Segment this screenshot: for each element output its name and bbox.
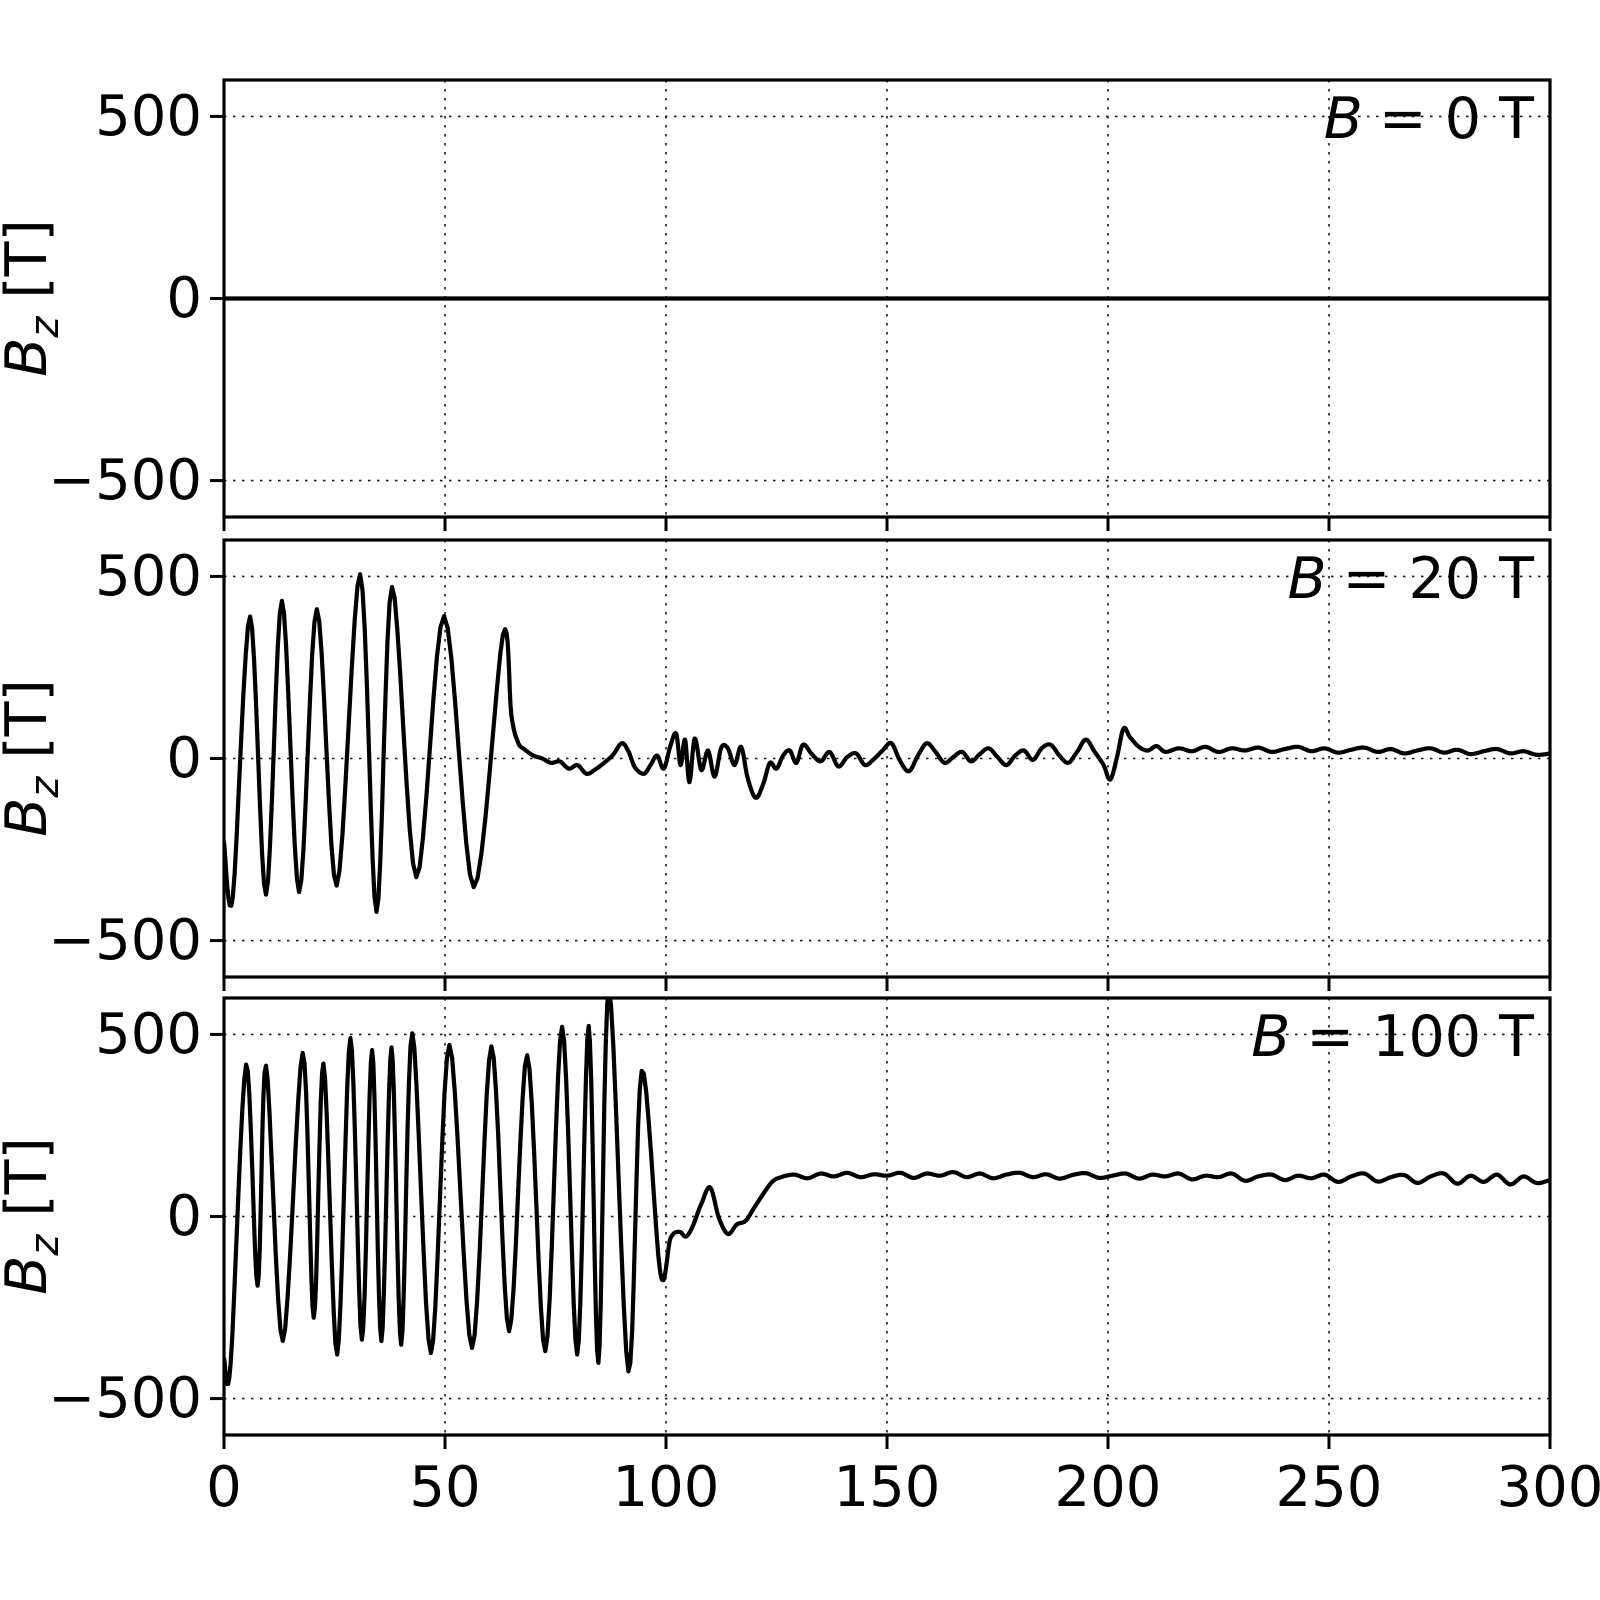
y-axis-tick-label: 500 bbox=[95, 84, 202, 149]
y-axis-tick-label: 500 bbox=[95, 544, 202, 609]
x-axis-tick-label: 50 bbox=[409, 1455, 480, 1520]
y-axis-tick-label: −500 bbox=[48, 448, 202, 513]
y-axis-tick-label: −500 bbox=[48, 1366, 202, 1431]
x-axis-tick-label: 100 bbox=[613, 1455, 720, 1520]
ylabel-unit: [T] bbox=[0, 219, 60, 298]
panel-annotation-b100: B = 100 T bbox=[1251, 1004, 1534, 1070]
line-series bbox=[224, 998, 1550, 1387]
y-axis-tick-label: 0 bbox=[166, 1184, 202, 1249]
ylabel-symbol: B bbox=[0, 1256, 60, 1295]
x-axis-tick-label: 300 bbox=[1497, 1455, 1600, 1520]
x-axis-tick-label: 0 bbox=[206, 1455, 242, 1520]
annotation-symbol: B bbox=[1324, 86, 1363, 152]
panel-annotation-b20: B = 20 T bbox=[1288, 546, 1535, 612]
annotation-value: = 0 T bbox=[1379, 86, 1534, 152]
x-axis-tick-label: 200 bbox=[1055, 1455, 1162, 1520]
line-series bbox=[224, 572, 1550, 914]
annotation-symbol: B bbox=[1288, 546, 1327, 612]
y-axis-label: Bz [T] bbox=[0, 1137, 68, 1294]
y-axis-tick-label: 0 bbox=[166, 266, 202, 331]
axes-frame bbox=[222, 538, 1552, 979]
y-axis-tick-label: 500 bbox=[95, 1002, 202, 1067]
axes-frame bbox=[222, 996, 1552, 1437]
axes-frame bbox=[222, 78, 1552, 519]
ylabel-subscript: z bbox=[22, 776, 68, 799]
plot-panel-b20 bbox=[210, 538, 1552, 991]
plot-panel-b0 bbox=[210, 78, 1552, 531]
y-axis-tick-label: 0 bbox=[166, 726, 202, 791]
ylabel-unit: [T] bbox=[0, 679, 60, 758]
y-axis-tick-label: −500 bbox=[48, 908, 202, 973]
annotation-value: = 100 T bbox=[1306, 1004, 1534, 1070]
x-axis-tick-label: 150 bbox=[834, 1455, 941, 1520]
ylabel-unit: [T] bbox=[0, 1137, 60, 1216]
panel-annotation-b0: B = 0 T bbox=[1324, 86, 1534, 152]
plot-panel-b100 bbox=[210, 996, 1552, 1449]
annotation-value: = 20 T bbox=[1343, 546, 1535, 612]
y-axis-label: Bz [T] bbox=[0, 679, 68, 836]
ylabel-symbol: B bbox=[0, 798, 60, 837]
ylabel-subscript: z bbox=[22, 1234, 68, 1257]
y-axis-label: Bz [T] bbox=[0, 219, 68, 376]
x-axis-tick-label: 250 bbox=[1276, 1455, 1383, 1520]
annotation-symbol: B bbox=[1251, 1004, 1290, 1070]
ylabel-subscript: z bbox=[22, 316, 68, 339]
ylabel-symbol: B bbox=[0, 338, 60, 377]
